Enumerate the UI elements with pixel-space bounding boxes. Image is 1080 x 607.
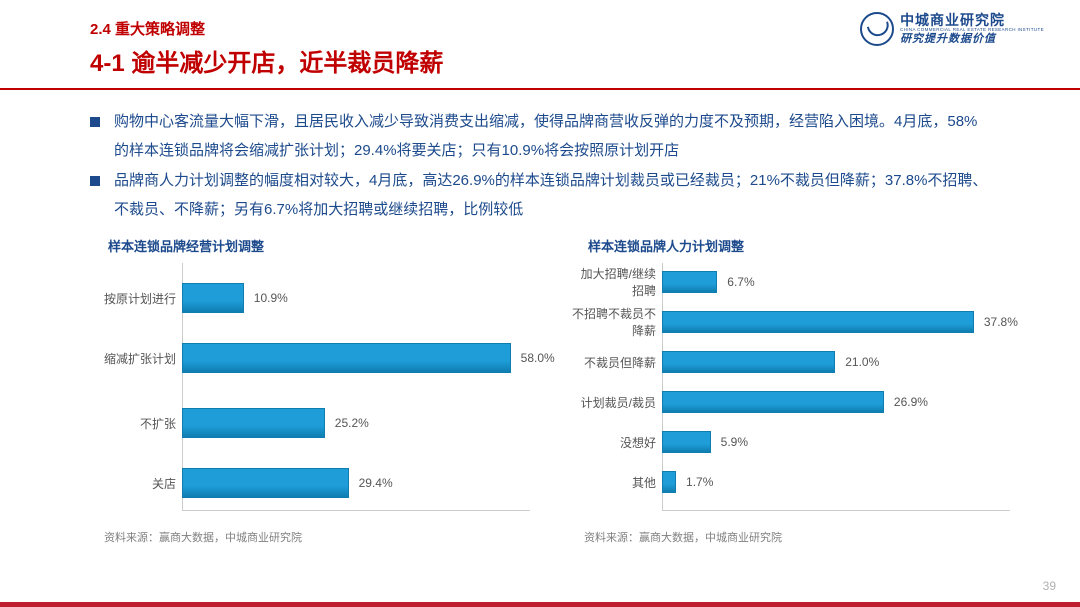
- bar-label: 关店: [90, 475, 182, 492]
- bar-rect: [182, 343, 511, 373]
- charts-row: 样本连锁品牌经营计划调整 按原计划进行 10.9% 缩减扩张计划 58.0% 不扩张 25…: [0, 232, 1080, 545]
- bar-label: 加大招聘/继续招聘: [570, 265, 662, 299]
- bar-value: 37.8%: [984, 315, 1018, 329]
- bar-value: 5.9%: [721, 435, 748, 449]
- x-axis-line: [662, 510, 1010, 511]
- logo-s-icon: [860, 12, 894, 46]
- bar-value: 10.9%: [254, 291, 288, 305]
- bar-label: 不招聘不裁员不降薪: [570, 305, 662, 339]
- bar-row: 计划裁员/裁员 26.9%: [570, 391, 928, 413]
- bullet-text: 购物中心客流量大幅下滑，且居民收入减少导致消费支出缩减，使得品牌商营收反弹的力度…: [114, 108, 990, 165]
- chart-title: 样本连锁品牌经营计划调整: [108, 236, 540, 255]
- footer-band: [0, 602, 1080, 607]
- bar-label: 计划裁员/裁员: [570, 394, 662, 411]
- logo-english: CHINA COMMERCIAL REAL ESTATE RESEARCH IN…: [900, 28, 1044, 33]
- bar-row: 加大招聘/继续招聘6.7%: [570, 271, 755, 293]
- bar-label: 按原计划进行: [90, 290, 182, 307]
- bar-rect: [662, 351, 835, 373]
- left-chart: 样本连锁品牌经营计划调整 按原计划进行10.9%缩减扩张计划58.0%不扩张25…: [80, 232, 540, 545]
- bar-label: 没想好: [570, 434, 662, 451]
- bar-row: 按原计划进行 10.9%: [90, 283, 288, 313]
- logo-sub: 研究提升数据价值: [900, 33, 1060, 45]
- section-number: 2.4 重大策略调整: [90, 18, 990, 39]
- slide-header: 2.4 重大策略调整 4-1 逾半减少开店，近半裁员降薪 中城商业研究院 CHI…: [0, 0, 1080, 88]
- chart-plot: 按原计划进行10.9%缩减扩张计划58.0%不扩张25.2%关店29.4%: [90, 263, 540, 523]
- chart-source: 资料来源：赢商大数据，中城商业研究院: [584, 529, 1020, 545]
- bar-row: 关店 29.4%: [90, 468, 393, 498]
- bar-value: 25.2%: [335, 416, 369, 430]
- bullet-text: 品牌商人力计划调整的幅度相对较大，4月底，高达26.9%的样本连锁品牌计划裁员或…: [114, 167, 990, 224]
- chart-source: 资料来源：赢商大数据，中城商业研究院: [104, 529, 540, 545]
- chart-title: 样本连锁品牌人力计划调整: [588, 236, 1020, 255]
- bar-label: 其他: [570, 474, 662, 491]
- bar-row: 不裁员但降薪 21.0%: [570, 351, 879, 373]
- bar-rect: [662, 471, 676, 493]
- bar-value: 58.0%: [521, 351, 555, 365]
- chart-plot: 加大招聘/继续招聘6.7%不招聘不裁员不降薪37.8%不裁员但降薪21.0%计划…: [570, 263, 1020, 523]
- bar-rect: [662, 391, 884, 413]
- bar-label: 不裁员但降薪: [570, 354, 662, 371]
- bar-value: 21.0%: [845, 355, 879, 369]
- bar-rect: [182, 408, 325, 438]
- bullet-square-icon: [90, 176, 100, 186]
- brand-logo: 中城商业研究院 CHINA COMMERCIAL REAL ESTATE RES…: [860, 12, 1060, 46]
- bar-value: 26.9%: [894, 395, 928, 409]
- bar-label: 不扩张: [90, 415, 182, 432]
- bar-rect: [182, 468, 349, 498]
- logo-main: 中城商业研究院: [900, 13, 1060, 28]
- bullet-square-icon: [90, 117, 100, 127]
- logo-text: 中城商业研究院 CHINA COMMERCIAL REAL ESTATE RES…: [900, 13, 1060, 46]
- bullet-2: 品牌商人力计划调整的幅度相对较大，4月底，高达26.9%的样本连锁品牌计划裁员或…: [90, 167, 990, 224]
- slide-title: 4-1 逾半减少开店，近半裁员降薪: [90, 43, 990, 78]
- bar-rect: [662, 271, 717, 293]
- page-number: 39: [1043, 579, 1056, 593]
- bar-rect: [662, 431, 711, 453]
- bar-rect: [182, 283, 244, 313]
- bar-row: 不扩张 25.2%: [90, 408, 369, 438]
- bar-rect: [662, 311, 974, 333]
- bar-label: 缩减扩张计划: [90, 350, 182, 367]
- bar-row: 不招聘不裁员不降薪37.8%: [570, 311, 1018, 333]
- bar-row: 没想好 5.9%: [570, 431, 748, 453]
- bar-value: 1.7%: [686, 475, 713, 489]
- right-chart: 样本连锁品牌人力计划调整 加大招聘/继续招聘6.7%不招聘不裁员不降薪37.8%…: [560, 232, 1020, 545]
- body-text: 购物中心客流量大幅下滑，且居民收入减少导致消费支出缩减，使得品牌商营收反弹的力度…: [0, 90, 1080, 232]
- bar-row: 缩减扩张计划 58.0%: [90, 343, 555, 373]
- bar-value: 29.4%: [359, 476, 393, 490]
- x-axis-line: [182, 510, 530, 511]
- bar-row: 其他 1.7%: [570, 471, 713, 493]
- bar-value: 6.7%: [727, 275, 754, 289]
- bullet-1: 购物中心客流量大幅下滑，且居民收入减少导致消费支出缩减，使得品牌商营收反弹的力度…: [90, 108, 990, 165]
